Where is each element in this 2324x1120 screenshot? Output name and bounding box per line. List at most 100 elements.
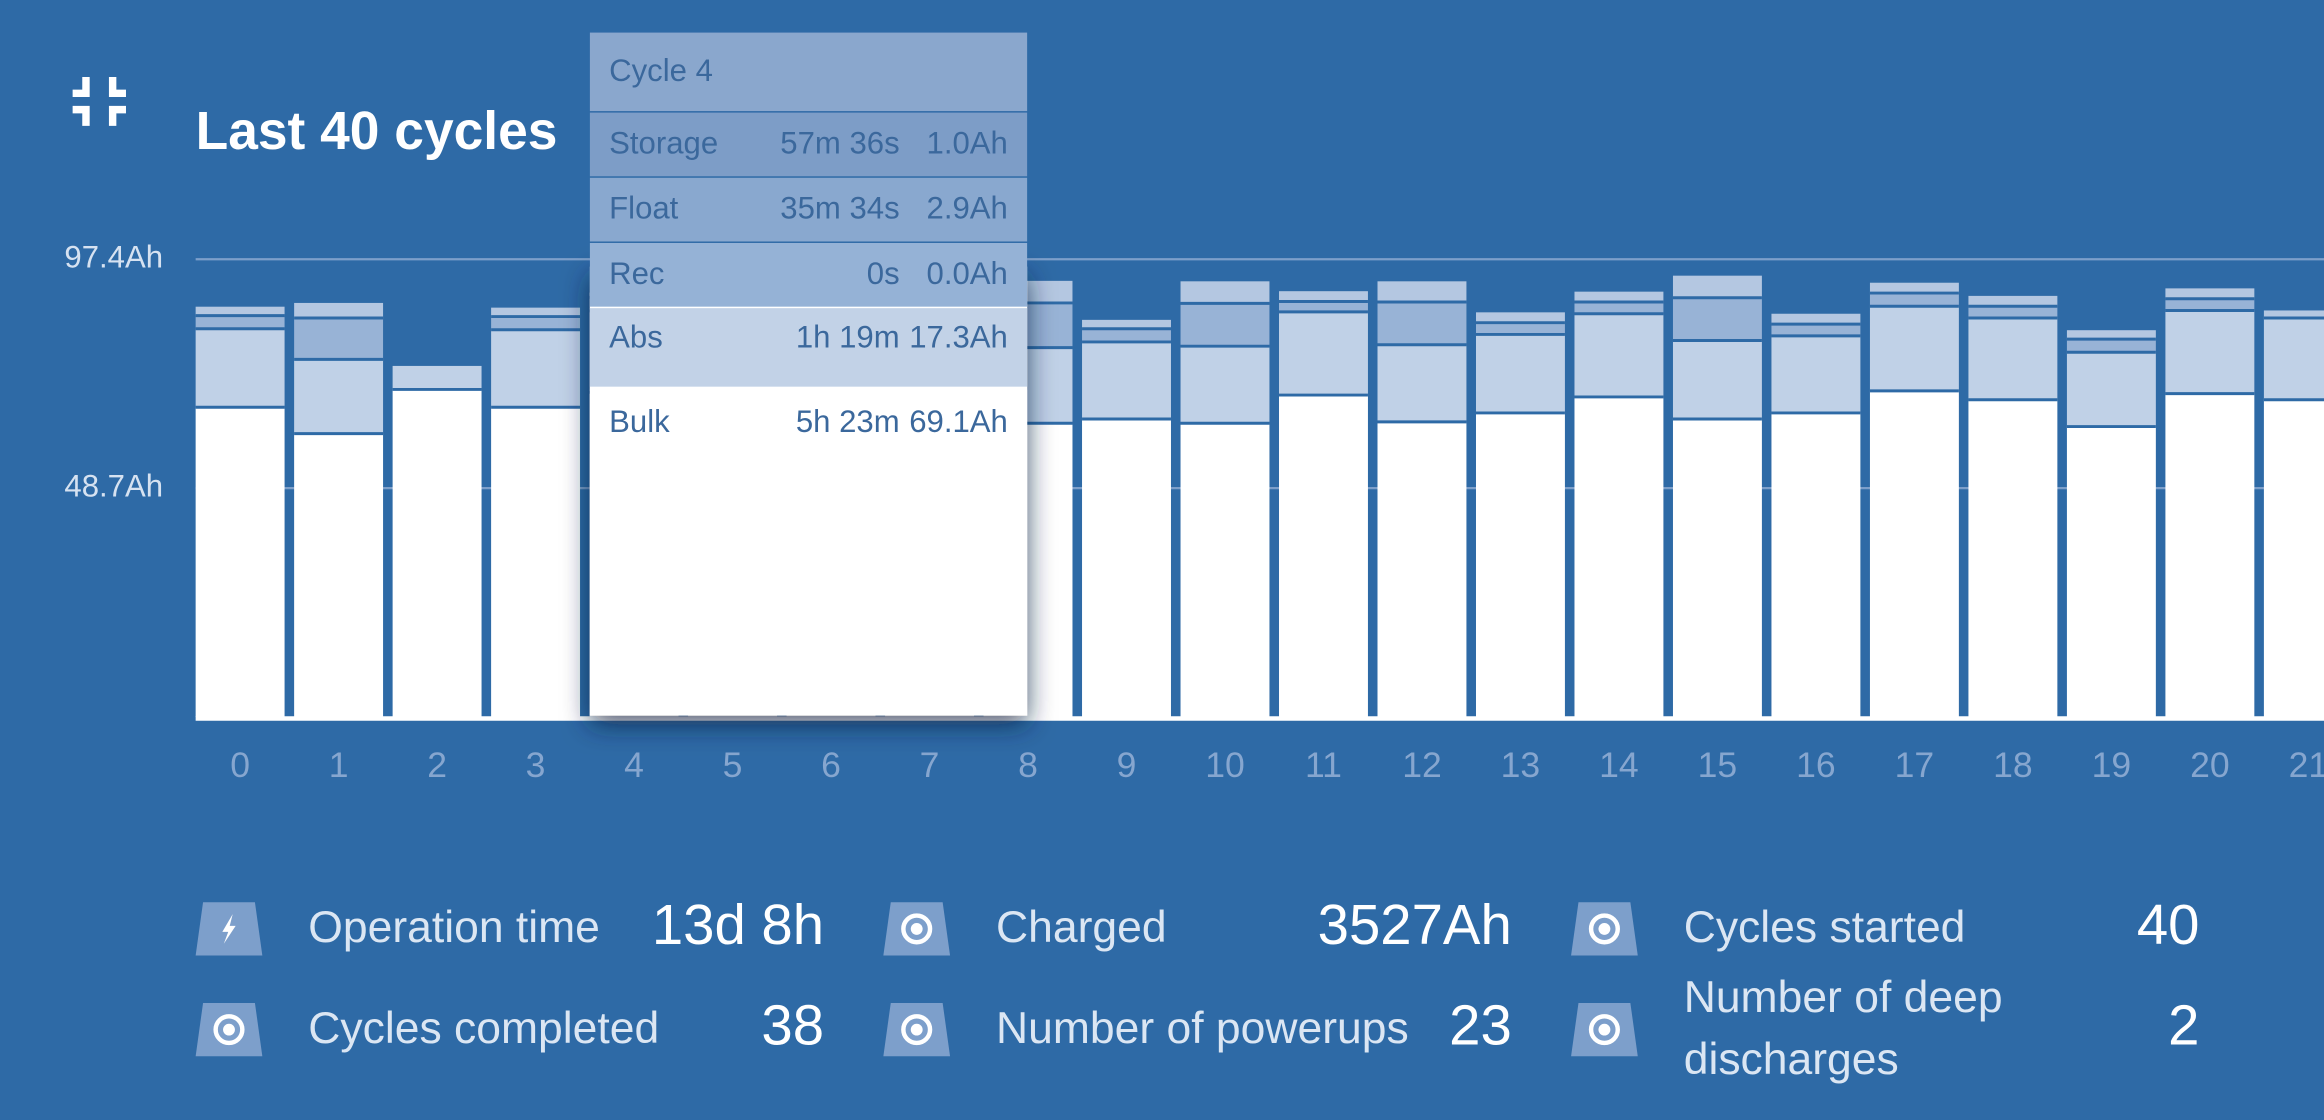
tooltip-row: [589, 389, 1028, 716]
bar-segment: [195, 315, 285, 329]
bar-segment: [392, 389, 482, 718]
x-tick-label: 4: [624, 745, 644, 785]
bar-segment: [1377, 301, 1467, 345]
bar-segment: [1574, 291, 1664, 302]
bar-segment: [1082, 341, 1171, 420]
tooltip-charge: 69.1Ah: [909, 404, 1008, 439]
bar-segment: [1279, 301, 1368, 312]
bolt-icon: [222, 914, 236, 944]
stat-label-box: Number of powerups: [996, 1004, 1409, 1054]
y-tick-label: 97.4Ah: [64, 239, 163, 274]
collapse-icon[interactable]: [72, 77, 126, 126]
bar-segment: [2165, 298, 2255, 311]
tooltip-header: [589, 32, 1028, 112]
tooltip: Cycle 4 Storage 57m 36s 1.0Ah Float 35m 34s 2.…: [589, 32, 1028, 716]
tooltip-row: [589, 308, 1028, 387]
stat-label: Charged: [996, 903, 1167, 953]
bar-segment: [2165, 288, 2255, 299]
stat-label-box: Cycles completed: [308, 1004, 659, 1053]
x-tick-label: 3: [526, 745, 546, 785]
bar-segment: [1574, 396, 1664, 718]
bar-segment: [1968, 317, 2058, 400]
tooltip-charge: 0.0Ah: [927, 256, 1008, 291]
x-tick-label: 8: [1018, 745, 1038, 785]
stat-label-box: Number of deep discharges: [1683, 973, 2003, 1085]
bar-segment: [2066, 352, 2156, 427]
x-tick-label: 11: [1305, 745, 1342, 785]
tooltip-row: [589, 177, 1028, 242]
x-tick-label: 10: [1205, 745, 1245, 785]
bar-segment: [294, 317, 384, 360]
bar-segment: [1377, 421, 1467, 718]
dot-icon: [910, 922, 923, 935]
stat: Cycles started 40: [1571, 893, 2200, 956]
bar-segment: [2066, 330, 2156, 340]
x-tick-label: 16: [1796, 745, 1836, 785]
x-tick-label: 1: [329, 745, 349, 785]
tooltip-charge: 1.0Ah: [927, 125, 1008, 160]
stat-value: 38: [761, 994, 824, 1057]
tooltip-label: Float: [609, 191, 679, 226]
tooltip-label: Storage: [609, 125, 718, 160]
bar-segment: [1968, 306, 2058, 318]
bar-segment: [1771, 313, 1861, 325]
bar-segment: [491, 329, 581, 408]
bar-segment: [1082, 319, 1171, 329]
stat-label: Number of deep discharges: [1683, 973, 2003, 1085]
tooltip-time: 57m 36s: [780, 125, 899, 160]
bar-segment: [1475, 322, 1565, 335]
bar-segment: [1672, 275, 1762, 298]
bar-segment: [1574, 313, 1664, 397]
bar-segment: [1082, 419, 1171, 718]
tooltip-time: 0s: [867, 256, 900, 291]
stat: Operation time 13d 8h: [195, 893, 824, 956]
bar-segment: [1082, 328, 1171, 342]
bar-segment: [491, 407, 581, 718]
bar-segment: [1180, 423, 1270, 718]
stat: Charged 3527Ah: [883, 893, 1512, 956]
bar-segment: [195, 328, 285, 408]
bar-segment: [491, 316, 581, 330]
ring-icon: [1588, 913, 1620, 945]
tooltip-charge: 2.9Ah: [927, 191, 1008, 226]
tooltip-row: [589, 242, 1028, 307]
stat: Number of deep discharges 2: [1571, 973, 2200, 1085]
bar-segment: [1475, 312, 1565, 323]
stat: Cycles completed 38: [195, 994, 824, 1057]
x-tick-label: 15: [1698, 745, 1738, 785]
stat-value: 3527Ah: [1318, 893, 1512, 956]
tooltip-row: [589, 112, 1028, 177]
tooltip-label: Abs: [609, 319, 663, 354]
stat-label: Number of powerups: [996, 1004, 1409, 1054]
bar-segment: [1180, 281, 1270, 304]
x-tick-label: 12: [1402, 745, 1442, 785]
bar-segment: [2263, 310, 2324, 318]
bar-segment: [1968, 399, 2058, 718]
bar-segment: [1968, 295, 2058, 307]
bar-segment: [2263, 317, 2324, 400]
bar-segment: [1279, 395, 1368, 718]
stat: Number of powerups 23: [883, 994, 1512, 1057]
x-tick-label: 14: [1599, 745, 1639, 785]
stats: Operation time 13d 8h Charged 3527Ah Cycles …: [195, 893, 2200, 1085]
x-tick-label: 5: [723, 745, 743, 785]
tooltip-title: Cycle 4: [609, 53, 713, 88]
bar-segment: [1475, 412, 1565, 718]
bar-segment: [1771, 335, 1861, 413]
tooltip-label: Bulk: [609, 404, 670, 439]
stat-value: 23: [1449, 994, 1512, 1057]
x-tick-label: 19: [2092, 745, 2132, 785]
bar-segment: [195, 407, 285, 718]
bar-segment: [1279, 291, 1368, 302]
bar-segment: [294, 359, 384, 434]
bar-segment: [1672, 340, 1762, 420]
stat-value: 13d 8h: [652, 893, 824, 956]
bar-segment: [1574, 301, 1664, 314]
x-tick-label: 21: [2289, 745, 2324, 785]
bar-segment: [1672, 419, 1762, 718]
bar-segment: [1771, 324, 1861, 336]
bar-segment: [1475, 334, 1565, 413]
bar-segment: [1771, 412, 1861, 718]
tooltip-label: Rec: [609, 256, 664, 291]
